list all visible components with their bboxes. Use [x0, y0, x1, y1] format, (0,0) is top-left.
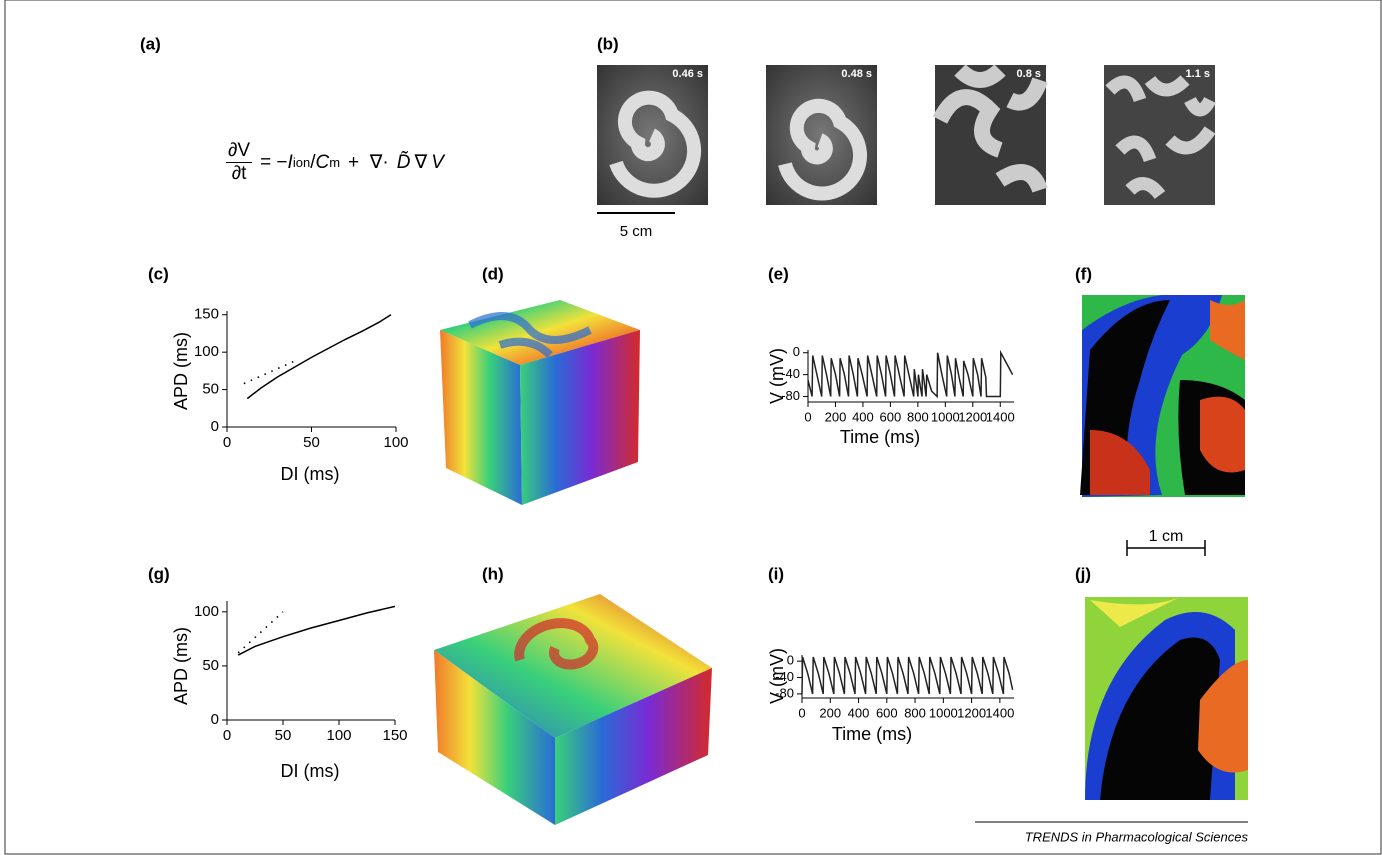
panel-label: (j) — [1075, 564, 1091, 583]
numerator: ∂V — [226, 140, 252, 163]
x-tick-label: 400 — [852, 409, 874, 424]
x-tick-label: 1400 — [986, 409, 1015, 424]
x-tick-label: 200 — [825, 409, 847, 424]
term: = − — [260, 152, 287, 174]
time-label: 0.48 s — [841, 68, 872, 80]
activation-map — [1085, 597, 1248, 800]
x-tick-label: 1000 — [931, 409, 960, 424]
footer-credit: TRENDS in Pharmacological Sciences — [1025, 829, 1249, 844]
term: V — [431, 152, 444, 174]
scale-bar-label: 5 cm — [620, 223, 653, 240]
y-axis-label: APD (ms) — [171, 627, 191, 705]
y-tick-label: 150 — [194, 306, 219, 323]
panel-label: (d) — [482, 264, 504, 283]
x-axis-label: Time (ms) — [832, 724, 912, 744]
y-tick-label: 0 — [211, 418, 219, 435]
time-label: 0.46 s — [672, 68, 703, 80]
time-label: 0.8 s — [1017, 68, 1041, 80]
activation-map — [1080, 295, 1245, 497]
panel-label: (b) — [597, 34, 619, 53]
x-tick-label: 150 — [382, 727, 407, 744]
term: m — [329, 155, 340, 170]
term: + ∇· — [348, 151, 389, 174]
line-series — [802, 657, 1013, 694]
panel-label: (e) — [768, 264, 789, 283]
panel-label: (g) — [148, 564, 170, 583]
panel-label: (f) — [1075, 264, 1092, 283]
snapshot: 0.8 s — [935, 65, 1046, 205]
x-tick-label: 0 — [804, 409, 811, 424]
x-tick-label: 100 — [383, 434, 408, 451]
y-tick-label: 50 — [202, 381, 219, 398]
term: D̃ — [397, 152, 411, 174]
x-tick-label: 1200 — [957, 705, 986, 720]
denominator: ∂t — [232, 163, 247, 185]
x-tick-label: 600 — [880, 409, 902, 424]
term: ∇ — [414, 151, 427, 174]
x-axis-label: DI (ms) — [281, 761, 340, 781]
x-tick-label: 200 — [819, 705, 841, 720]
y-tick-label: 0 — [787, 653, 794, 668]
y-tick-label: 100 — [194, 343, 219, 360]
panel-label: (i) — [768, 564, 784, 583]
y-tick-label: 0 — [211, 711, 219, 728]
term: C — [315, 152, 329, 174]
term: ion — [293, 155, 310, 170]
fraction: ∂V∂t — [226, 140, 252, 185]
figure-canvas: (a) (b) (c) (d) (e) (f) (g) (h) (i) (j) … — [0, 0, 1382, 855]
x-tick-label: 0 — [223, 434, 231, 451]
x-tick-label: 1400 — [985, 705, 1014, 720]
x-tick-label: 0 — [223, 727, 231, 744]
figure: (a) (b) (c) (d) (e) (f) (g) (h) (i) (j) … — [0, 0, 1382, 855]
panel-label: (h) — [482, 564, 504, 583]
x-tick-label: 800 — [904, 705, 926, 720]
scale-bar-label: 1 cm — [1149, 528, 1184, 545]
y-axis-label: V (mV) — [767, 348, 787, 404]
snapshot: 1.1 s — [1104, 65, 1215, 205]
x-axis-label: DI (ms) — [281, 464, 340, 484]
panel-label: (a) — [140, 34, 161, 53]
x-tick-label: 600 — [876, 705, 898, 720]
x-tick-label: 50 — [303, 434, 320, 451]
snapshot: 0.48 s — [766, 65, 877, 205]
x-tick-label: 100 — [326, 727, 351, 744]
y-axis-label: APD (ms) — [171, 332, 191, 410]
x-tick-label: 0 — [798, 705, 805, 720]
y-axis-label: V (mV) — [767, 648, 787, 704]
x-axis-label: Time (ms) — [840, 427, 920, 447]
x-tick-label: 1000 — [929, 705, 958, 720]
x-tick-label: 50 — [275, 727, 292, 744]
y-tick-label: 50 — [202, 657, 219, 674]
x-tick-label: 1200 — [958, 409, 987, 424]
cube-image — [434, 594, 712, 825]
y-tick-label: 100 — [194, 603, 219, 620]
line-series — [808, 353, 1013, 397]
cube-image — [440, 300, 640, 505]
line-series — [247, 315, 391, 399]
line-series — [238, 612, 283, 653]
x-tick-label: 800 — [907, 409, 929, 424]
snapshot: 0.46 s — [597, 65, 708, 205]
panel-label: (c) — [148, 264, 169, 283]
y-tick-label: 0 — [793, 344, 800, 359]
time-label: 1.1 s — [1186, 68, 1210, 80]
x-tick-label: 400 — [848, 705, 870, 720]
line-series — [238, 606, 395, 655]
